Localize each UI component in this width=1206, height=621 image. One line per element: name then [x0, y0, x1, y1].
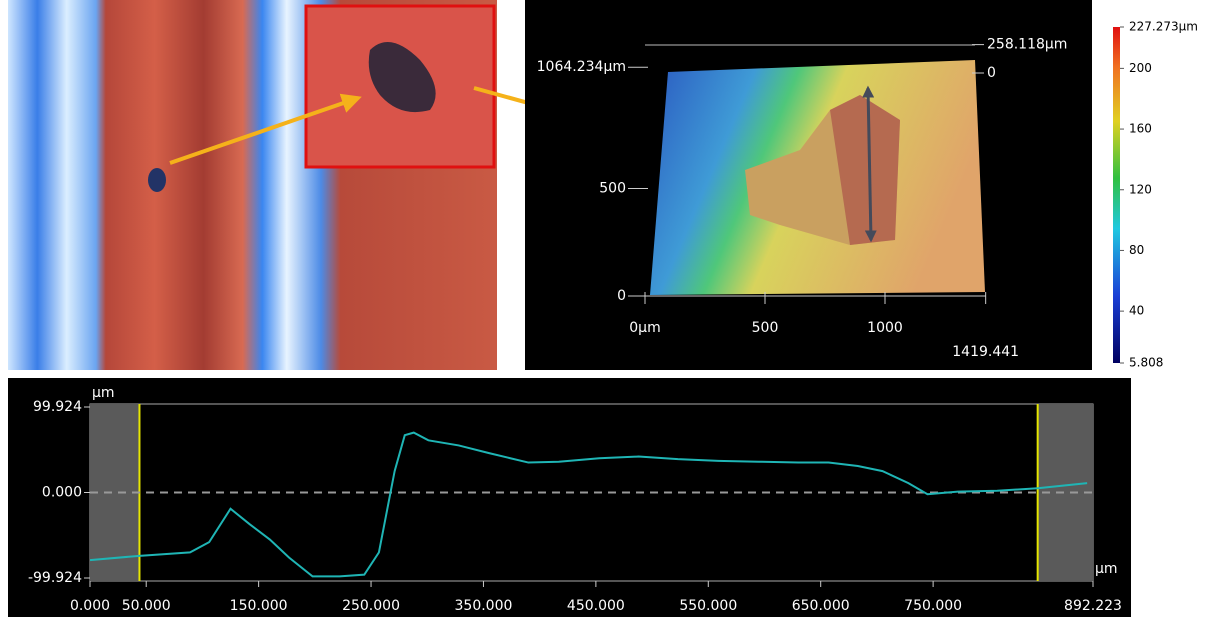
colorbar-label: 40 — [1129, 304, 1144, 318]
y-tick-label: 1064.234µm — [537, 59, 626, 75]
y-axis-label: µm — [92, 385, 115, 401]
x-tick-label: 500 — [752, 320, 779, 336]
z-tick-label: 0 — [987, 65, 996, 81]
x-tick-label: 0µm — [629, 320, 660, 336]
colorbar-label: 200 — [1129, 61, 1152, 75]
y-tick-label: -99.924 — [28, 570, 82, 586]
x-tick-label: 450.000 — [567, 598, 625, 614]
x-tick-label: 550.000 — [679, 598, 737, 614]
x-tick-label: 1419.441 — [952, 344, 1019, 360]
x-tick-label: 750.000 — [904, 598, 962, 614]
defect — [148, 168, 166, 192]
x-tick-label: 350.000 — [455, 598, 513, 614]
figure: 0µm 500 1000 1419.441 0 500 1064.234µm 0 258.118… — [0, 0, 1206, 617]
x-tick-label: 650.000 — [792, 598, 850, 614]
y-tick-label: 99.924 — [33, 399, 82, 415]
x-tick-label: 150.000 — [230, 598, 288, 614]
y-tick-label: 0.000 — [42, 485, 82, 501]
colorbar — [1113, 27, 1120, 363]
x-tick-label: 0.000 — [70, 598, 110, 614]
x-tick-label: 250.000 — [342, 598, 400, 614]
colorbar-label: 160 — [1129, 122, 1152, 136]
x-tick-label: 50.000 — [122, 598, 171, 614]
x-tick-label: 892.223 — [1064, 598, 1122, 614]
colorbar-label: 5.808 — [1129, 356, 1163, 370]
x-tick-label: 1000 — [867, 320, 903, 336]
colorbar-label: 120 — [1129, 182, 1152, 196]
x-axis-label: µm — [1095, 561, 1118, 577]
y-tick-label: 0 — [617, 288, 626, 304]
z-tick-label: 258.118µm — [987, 37, 1067, 53]
colorbar-label: 80 — [1129, 243, 1144, 257]
y-tick-label: 500 — [599, 181, 626, 197]
colorbar-label: 227.273µm — [1129, 20, 1198, 34]
